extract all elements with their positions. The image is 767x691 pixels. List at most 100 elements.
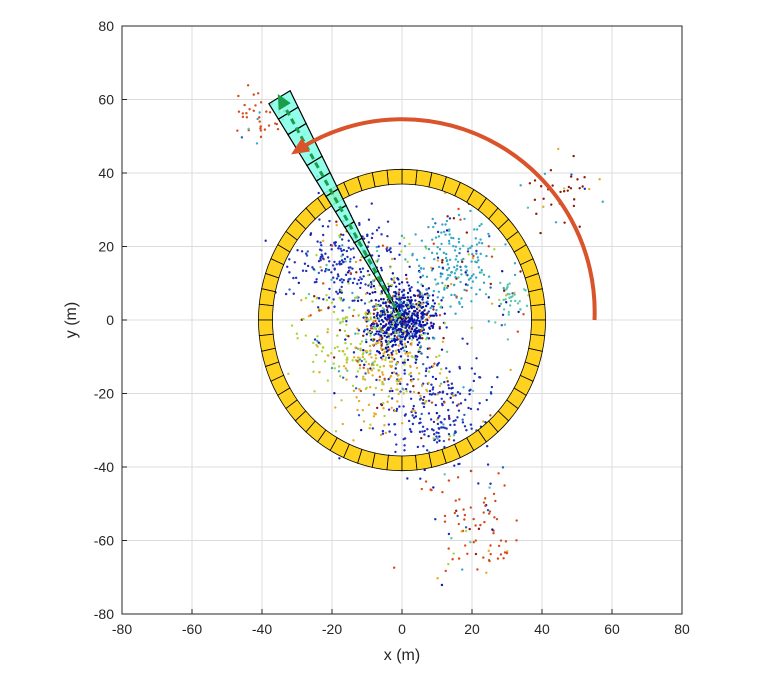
cloud-point bbox=[258, 111, 261, 114]
point-cluster-5 bbox=[297, 279, 449, 442]
cloud-point bbox=[367, 362, 371, 366]
cloud-point bbox=[516, 330, 520, 333]
cloud-point bbox=[441, 272, 444, 276]
cloud-point bbox=[441, 261, 444, 264]
cloud-point bbox=[515, 539, 518, 542]
cloud-point bbox=[436, 245, 439, 249]
cloud-point bbox=[354, 346, 357, 349]
cloud-point bbox=[535, 212, 538, 216]
cloud-point bbox=[416, 338, 419, 341]
cloud-point bbox=[406, 477, 409, 480]
cloud-point bbox=[465, 289, 468, 292]
cloud-point bbox=[443, 401, 446, 404]
cloud-point bbox=[267, 124, 271, 127]
cloud-point bbox=[423, 433, 426, 436]
cloud-point bbox=[390, 277, 393, 281]
cloud-point bbox=[351, 291, 354, 295]
cloud-point bbox=[258, 120, 261, 123]
cloud-point bbox=[401, 309, 404, 312]
cloud-point bbox=[408, 337, 411, 340]
cloud-point bbox=[370, 202, 373, 205]
cloud-point bbox=[321, 224, 325, 228]
cloud-point bbox=[421, 305, 425, 309]
cloud-point bbox=[448, 417, 451, 421]
cloud-point bbox=[377, 330, 381, 333]
cloud-point bbox=[507, 310, 510, 314]
cloud-point bbox=[347, 239, 350, 242]
cloud-point bbox=[340, 238, 344, 241]
cloud-point bbox=[418, 398, 422, 401]
cloud-point bbox=[433, 302, 436, 305]
cloud-point bbox=[391, 330, 395, 334]
cloud-point bbox=[476, 408, 480, 411]
cloud-point bbox=[318, 218, 321, 221]
cloud-point bbox=[508, 304, 512, 307]
cloud-point bbox=[380, 403, 384, 407]
cloud-point bbox=[461, 418, 464, 421]
cloud-point bbox=[430, 314, 434, 317]
cloud-point bbox=[499, 281, 502, 285]
cloud-point bbox=[340, 255, 343, 258]
cloud-point bbox=[443, 473, 446, 476]
cloud-point bbox=[569, 175, 573, 178]
cloud-point bbox=[316, 306, 320, 309]
x-tick-label-1: -60 bbox=[182, 621, 202, 637]
cloud-point bbox=[406, 307, 410, 310]
cloud-point bbox=[427, 381, 430, 385]
cloud-point bbox=[353, 277, 356, 280]
cloud-point bbox=[370, 338, 373, 341]
cloud-point bbox=[293, 261, 296, 264]
point-cluster-6 bbox=[392, 466, 518, 587]
cloud-point bbox=[432, 386, 435, 389]
cloud-point bbox=[363, 378, 367, 381]
cloud-point bbox=[404, 258, 407, 261]
cloud-point bbox=[466, 250, 470, 253]
cloud-point bbox=[439, 382, 443, 385]
cloud-point bbox=[383, 334, 386, 337]
cloud-point bbox=[460, 297, 463, 300]
cloud-point bbox=[241, 115, 245, 119]
cloud-point bbox=[463, 217, 466, 221]
cloud-point bbox=[378, 336, 382, 340]
cloud-point bbox=[318, 309, 321, 312]
cloud-point bbox=[264, 239, 267, 242]
cloud-point bbox=[383, 424, 386, 427]
cloud-point bbox=[458, 300, 461, 304]
cloud-point bbox=[453, 293, 456, 297]
cloud-point bbox=[381, 381, 384, 384]
cloud-point bbox=[371, 232, 374, 235]
cloud-point bbox=[431, 375, 435, 379]
cloud-point bbox=[422, 395, 426, 399]
cloud-point bbox=[358, 388, 361, 391]
cloud-point bbox=[384, 311, 388, 314]
cloud-point bbox=[416, 445, 420, 449]
ring-sector bbox=[258, 319, 274, 337]
cloud-point bbox=[533, 179, 537, 182]
cloud-point bbox=[562, 190, 566, 193]
cloud-point bbox=[465, 269, 468, 272]
ring-sector bbox=[530, 303, 546, 321]
cloud-point bbox=[497, 544, 501, 548]
cloud-point bbox=[453, 511, 457, 515]
cloud-point bbox=[401, 387, 404, 390]
cloud-point bbox=[415, 302, 418, 306]
cloud-point bbox=[425, 449, 429, 452]
cloud-point bbox=[441, 281, 444, 285]
ring-sector bbox=[258, 303, 274, 321]
cloud-point bbox=[475, 357, 478, 360]
cloud-point bbox=[366, 369, 370, 373]
cloud-point bbox=[436, 577, 439, 580]
cloud-point bbox=[406, 354, 410, 357]
cloud-point bbox=[447, 273, 450, 277]
cloud-point bbox=[254, 104, 257, 107]
cloud-point bbox=[447, 408, 450, 412]
cloud-point bbox=[403, 363, 406, 366]
cloud-point bbox=[419, 477, 422, 480]
cloud-point bbox=[306, 264, 310, 268]
cloud-point bbox=[407, 419, 411, 423]
cloud-point bbox=[417, 264, 421, 268]
cloud-point bbox=[452, 439, 456, 442]
cloud-point bbox=[418, 430, 422, 434]
cloud-point bbox=[399, 377, 403, 381]
cloud-point bbox=[334, 406, 337, 409]
